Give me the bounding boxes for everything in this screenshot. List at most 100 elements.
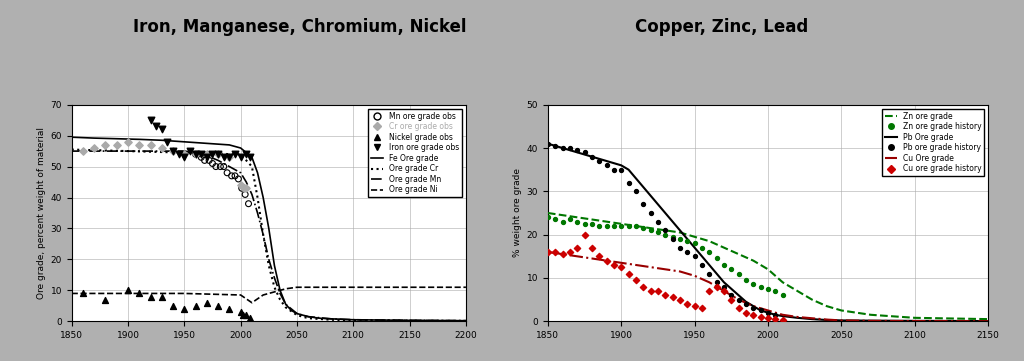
- Point: [241, 201, 257, 206]
- Point: [187, 151, 204, 157]
- Point: [170, 151, 186, 157]
- Point: [194, 151, 210, 157]
- Point: [233, 185, 250, 191]
- Point: [197, 157, 213, 163]
- Point: [154, 293, 170, 299]
- Point: [665, 234, 681, 240]
- Point: [547, 249, 563, 255]
- Point: [221, 306, 238, 312]
- Point: [154, 127, 170, 132]
- Point: [577, 232, 593, 238]
- Point: [569, 147, 586, 153]
- Point: [672, 245, 688, 251]
- Point: [767, 316, 783, 322]
- Point: [215, 164, 231, 169]
- Point: [745, 312, 762, 318]
- Point: [187, 151, 204, 157]
- Point: [561, 217, 578, 222]
- Point: [160, 139, 176, 145]
- Point: [547, 143, 563, 149]
- Point: [239, 185, 255, 191]
- Point: [221, 155, 238, 160]
- Point: [577, 221, 593, 227]
- Point: [723, 266, 739, 272]
- Point: [569, 219, 586, 225]
- Point: [554, 145, 570, 151]
- Text: Iron, Manganese, Chromium, Nickel: Iron, Manganese, Chromium, Nickel: [133, 18, 467, 36]
- Point: [723, 292, 739, 298]
- Point: [142, 142, 159, 148]
- Point: [621, 180, 637, 186]
- Point: [679, 249, 695, 255]
- Point: [554, 219, 570, 225]
- Point: [737, 310, 754, 316]
- Point: [605, 223, 622, 229]
- Point: [709, 256, 725, 261]
- Point: [176, 151, 193, 157]
- Point: [584, 154, 600, 160]
- Point: [591, 158, 607, 164]
- Point: [561, 249, 578, 255]
- Point: [723, 297, 739, 303]
- Point: [613, 167, 630, 173]
- Point: [236, 185, 252, 191]
- Point: [540, 214, 556, 220]
- Text: Copper, Zinc, Lead: Copper, Zinc, Lead: [635, 18, 808, 36]
- Point: [598, 223, 614, 229]
- Point: [540, 141, 556, 147]
- Point: [237, 192, 253, 197]
- Point: [227, 151, 244, 157]
- Point: [75, 148, 91, 154]
- Point: [97, 142, 114, 148]
- Point: [210, 303, 226, 309]
- Point: [642, 227, 658, 233]
- Point: [205, 151, 221, 157]
- Point: [234, 312, 251, 318]
- Point: [86, 145, 102, 151]
- Point: [584, 245, 600, 251]
- Point: [635, 225, 651, 231]
- Point: [709, 279, 725, 285]
- Point: [239, 312, 255, 318]
- Point: [701, 288, 718, 294]
- Point: [210, 151, 226, 157]
- Point: [760, 286, 776, 292]
- Point: [221, 155, 238, 160]
- Point: [605, 262, 622, 268]
- Point: [621, 223, 637, 229]
- Point: [650, 230, 667, 235]
- Point: [223, 173, 240, 179]
- Point: [230, 176, 247, 182]
- Point: [628, 188, 644, 194]
- Point: [75, 291, 91, 296]
- Point: [628, 223, 644, 229]
- Point: [730, 305, 746, 311]
- Point: [182, 148, 199, 154]
- Point: [208, 164, 224, 169]
- Point: [189, 151, 206, 157]
- Point: [561, 145, 578, 151]
- Point: [598, 258, 614, 264]
- Point: [131, 291, 147, 296]
- Point: [737, 277, 754, 283]
- Point: [540, 249, 556, 255]
- Point: [774, 317, 791, 323]
- Point: [657, 227, 674, 233]
- Point: [679, 238, 695, 244]
- Point: [753, 314, 769, 320]
- Point: [701, 271, 718, 277]
- Point: [199, 151, 215, 157]
- Point: [716, 288, 732, 294]
- Point: [131, 142, 147, 148]
- Point: [730, 297, 746, 303]
- Point: [686, 240, 702, 246]
- Point: [239, 151, 255, 157]
- Point: [598, 162, 614, 168]
- Point: [716, 262, 732, 268]
- Point: [753, 284, 769, 290]
- Point: [767, 312, 783, 318]
- Point: [165, 303, 181, 309]
- Point: [760, 315, 776, 321]
- Legend: Mn ore grade obs, Cr ore grade obs, Nickel grade obs, Iron ore grade obs, Fe Ore: Mn ore grade obs, Cr ore grade obs, Nick…: [369, 109, 462, 197]
- Point: [709, 284, 725, 290]
